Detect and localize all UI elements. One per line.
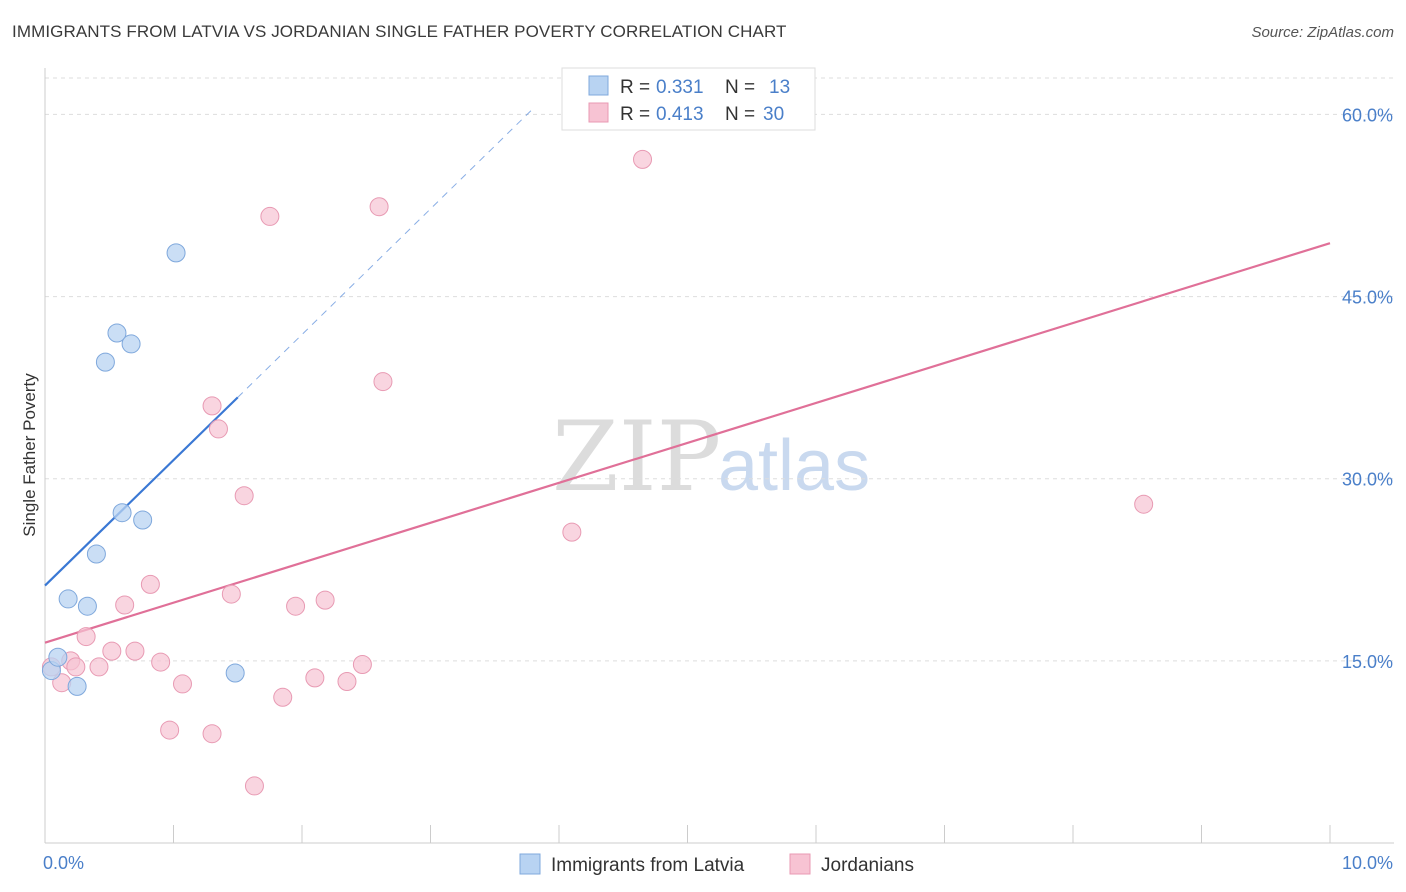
legend-r-value-1: 0.331 xyxy=(656,77,704,98)
point-latvia-2 xyxy=(58,589,78,609)
bottom-legend-swatch-latvia xyxy=(519,853,541,875)
x-tick-labels: 0.0% 10.0% xyxy=(43,853,1393,873)
legend-n-value-1: 13 xyxy=(769,77,790,98)
point-jordanians-22 xyxy=(305,668,325,688)
y-tick-label-60: 60.0% xyxy=(1342,105,1393,125)
point-jordanians-27 xyxy=(373,372,393,392)
legend-swatch-latvia xyxy=(588,75,609,96)
point-latvia-6 xyxy=(95,352,115,372)
point-jordanians-25 xyxy=(352,655,372,674)
point-jordanians-23 xyxy=(315,590,335,610)
axes xyxy=(44,68,1394,844)
y-tick-label-15: 15.0% xyxy=(1342,652,1393,672)
y-tick-label-45: 45.0% xyxy=(1342,288,1393,308)
point-latvia-8 xyxy=(112,503,132,523)
series-legend: Immigrants from Latvia Jordanians xyxy=(519,853,914,876)
point-latvia-1 xyxy=(48,647,68,667)
point-jordanians-16 xyxy=(221,584,241,604)
point-latvia-12 xyxy=(225,663,245,683)
y-tick-label-30: 30.0% xyxy=(1342,470,1393,490)
point-jordanians-15 xyxy=(208,419,228,439)
point-jordanians-7 xyxy=(115,595,135,615)
point-jordanians-4 xyxy=(76,627,96,647)
trend-line-jordanians xyxy=(44,242,1331,644)
point-jordanians-21 xyxy=(286,596,306,616)
legend-r-label-1: R = xyxy=(620,77,650,98)
point-jordanians-13 xyxy=(202,724,222,744)
point-latvia-7 xyxy=(107,323,127,343)
point-jordanians-19 xyxy=(260,206,280,226)
trend-line-latvia-extension xyxy=(237,107,534,398)
source-label: Source: ZipAtlas.com xyxy=(1251,24,1394,41)
bottom-legend-label-latvia: Immigrants from Latvia xyxy=(551,855,745,876)
chart-title: IMMIGRANTS FROM LATVIA VS JORDANIAN SING… xyxy=(12,22,787,41)
watermark-atlas: atlas xyxy=(718,426,870,506)
point-jordanians-5 xyxy=(89,657,109,677)
point-jordanians-26 xyxy=(369,197,389,217)
point-latvia-4 xyxy=(77,596,97,616)
point-jordanians-29 xyxy=(633,149,653,169)
grid-lines xyxy=(45,77,1394,662)
point-jordanians-9 xyxy=(140,574,160,594)
legend-r-value-2: 0.413 xyxy=(656,104,704,125)
watermark-zip: ZIP xyxy=(552,401,721,513)
point-jordanians-6 xyxy=(102,641,122,661)
legend-n-label-1: N = xyxy=(725,77,755,98)
point-jordanians-24 xyxy=(337,672,357,691)
point-jordanians-14 xyxy=(202,396,222,416)
bottom-legend-label-jordanians: Jordanians xyxy=(821,855,914,876)
point-jordanians-20 xyxy=(273,687,293,707)
bottom-legend-swatch-jordanians xyxy=(789,853,811,875)
data-points xyxy=(41,149,1154,796)
y-tick-labels: 15.0% 30.0% 45.0% 60.0% xyxy=(1342,105,1393,671)
y-axis-label: Single Father Poverty xyxy=(20,373,39,537)
legend-n-label-2: N = xyxy=(725,104,755,125)
legend-r-label-2: R = xyxy=(620,104,650,125)
point-latvia-10 xyxy=(133,510,153,530)
point-jordanians-30 xyxy=(1134,494,1154,514)
trend-line-latvia xyxy=(44,396,239,587)
legend-swatch-jordanians xyxy=(588,102,609,123)
point-jordanians-10 xyxy=(151,652,171,672)
point-jordanians-3 xyxy=(66,657,86,677)
x-tick-label-max: 10.0% xyxy=(1342,853,1393,873)
x-tick-label-min: 0.0% xyxy=(43,853,84,873)
point-jordanians-17 xyxy=(234,486,254,506)
point-latvia-9 xyxy=(121,334,141,354)
point-jordanians-12 xyxy=(172,674,192,694)
point-latvia-11 xyxy=(166,243,186,263)
point-jordanians-11 xyxy=(160,720,180,740)
point-latvia-3 xyxy=(67,676,87,696)
point-jordanians-18 xyxy=(244,776,264,796)
correlation-legend: R = 0.331 N = 13 R = 0.413 N = 30 xyxy=(561,67,816,131)
trend-lines xyxy=(44,107,1331,644)
point-jordanians-8 xyxy=(125,641,145,661)
point-jordanians-28 xyxy=(562,522,582,542)
point-latvia-5 xyxy=(86,544,106,564)
legend-n-value-2: 30 xyxy=(763,104,784,125)
